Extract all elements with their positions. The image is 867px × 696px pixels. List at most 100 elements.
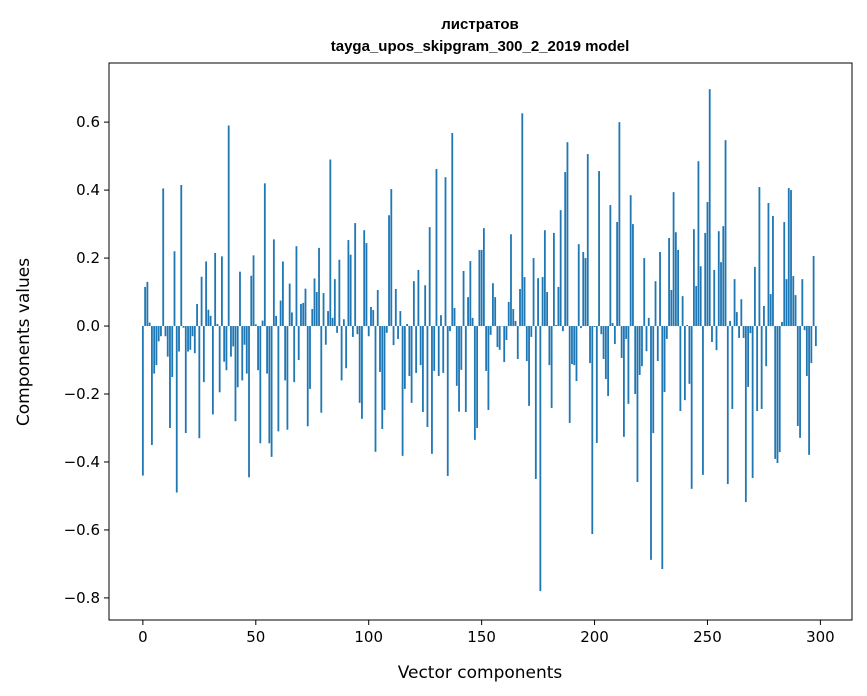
bar	[342, 319, 345, 327]
bar	[184, 326, 187, 434]
bar	[284, 326, 287, 381]
bar	[338, 259, 341, 327]
bar	[230, 326, 232, 357]
bar	[431, 326, 433, 454]
bar	[638, 326, 641, 375]
bar	[401, 326, 404, 456]
bar	[320, 326, 323, 413]
bar	[286, 326, 289, 430]
bar	[530, 326, 533, 337]
bar	[557, 286, 560, 327]
bar	[589, 326, 591, 364]
bar	[632, 224, 634, 327]
bar	[329, 159, 332, 327]
bar	[656, 326, 659, 362]
bar	[300, 303, 302, 327]
bar	[469, 261, 472, 327]
bar	[193, 326, 196, 354]
bar	[453, 308, 456, 327]
bars-group	[141, 89, 817, 592]
bar	[541, 277, 544, 327]
bar	[155, 326, 158, 366]
y-tick-label: −0.4	[64, 453, 100, 471]
bar	[634, 326, 637, 395]
bar	[778, 326, 781, 453]
bar	[482, 228, 485, 327]
bar	[327, 311, 329, 327]
bar	[697, 161, 700, 327]
bar	[688, 326, 691, 384]
chart-subtitle: tayga_upos_skipgram_300_2_2019 model	[331, 38, 630, 55]
bar	[419, 326, 422, 366]
bar	[496, 326, 499, 348]
bar	[331, 317, 334, 327]
bar	[769, 294, 772, 327]
bar	[516, 326, 519, 360]
bar	[426, 326, 429, 427]
bar	[717, 231, 720, 327]
bar	[616, 222, 619, 327]
bar	[162, 188, 165, 327]
bar	[259, 326, 262, 444]
bar	[410, 326, 413, 403]
bar	[464, 326, 467, 413]
plot-frame	[108, 62, 853, 621]
bar	[173, 251, 176, 327]
bar	[505, 326, 508, 340]
bar	[281, 261, 284, 327]
bar	[591, 326, 594, 535]
bar	[363, 230, 366, 327]
x-tick-label: 300	[806, 628, 835, 646]
bar	[753, 266, 756, 327]
bar	[607, 326, 610, 397]
bar	[148, 322, 151, 327]
bar	[318, 247, 320, 327]
bar	[724, 140, 727, 327]
bar	[492, 283, 494, 327]
bar	[636, 326, 639, 483]
bar	[690, 326, 693, 489]
bar	[742, 326, 745, 338]
bar	[503, 326, 506, 363]
bar	[580, 326, 582, 329]
bar	[602, 326, 605, 360]
bar	[322, 293, 325, 327]
bar	[223, 326, 226, 362]
bar	[767, 203, 770, 327]
bar	[383, 326, 386, 410]
bar	[336, 326, 338, 333]
bar	[814, 326, 817, 347]
bar	[751, 326, 754, 478]
bar	[275, 315, 278, 327]
bar	[749, 326, 752, 334]
y-axis-label: Components values	[14, 258, 34, 426]
bar	[191, 326, 194, 337]
bar	[252, 255, 255, 327]
bar	[555, 325, 558, 327]
bar	[613, 326, 616, 345]
y-tick-label: 0.6	[76, 113, 100, 131]
bar	[550, 326, 553, 408]
bar	[306, 326, 309, 427]
bar	[618, 122, 621, 327]
bar	[661, 326, 664, 570]
bar	[216, 323, 219, 327]
bar	[205, 261, 208, 327]
bar	[665, 326, 668, 339]
x-tick-label: 200	[580, 628, 609, 646]
bar	[313, 278, 316, 327]
x-tick-label: 100	[354, 628, 383, 646]
bar	[180, 185, 183, 327]
bar	[659, 251, 661, 327]
bar	[388, 215, 390, 327]
bar	[693, 229, 695, 327]
bar	[291, 312, 293, 327]
x-axis: 0 50 100 150 200 250 300	[138, 620, 835, 646]
bar	[808, 326, 810, 455]
bar	[297, 326, 300, 361]
x-tick-label: 50	[246, 628, 265, 646]
bar	[166, 326, 169, 357]
bar	[214, 252, 217, 327]
bar	[415, 326, 418, 373]
bar	[379, 326, 381, 372]
